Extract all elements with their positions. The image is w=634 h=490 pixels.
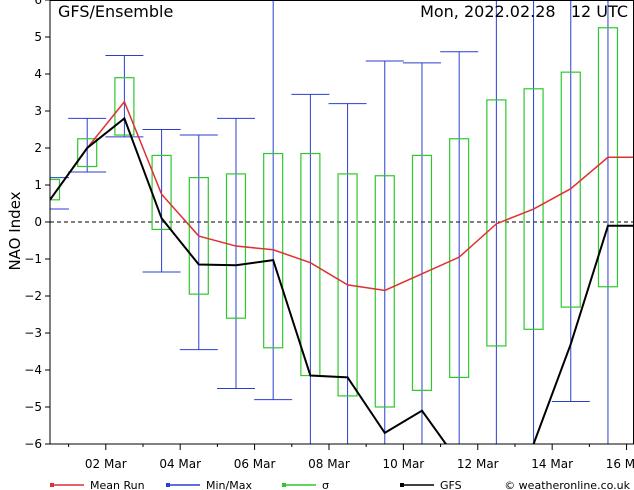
y-axis-label: NAO Index [6,191,24,270]
x-tick-label-14: 14 Mar [531,457,573,471]
x-tick-label-10: 10 Mar [383,457,425,471]
sigma-box-9 [374,175,395,408]
x-tick-label-8: 08 Mar [308,457,350,471]
x-tick-label-4: 04 Mar [159,457,201,471]
legend-gfs-cap [400,483,404,487]
y-tick-label--3: −3 [24,326,42,340]
sigma-box-12 [486,99,507,347]
legend-sigma-label: σ [322,479,329,490]
y-tick-label--5: −5 [24,400,42,414]
sigma-box-10 [411,154,433,391]
y-tick-label-2: 2 [34,141,42,155]
y-tick-label-1: 1 [34,178,42,192]
legend-minmax-cap [166,483,170,487]
y-tick-label--4: −4 [24,363,42,377]
sigma-box-11 [449,138,470,378]
mean-run-line [50,100,634,292]
x-tick-label-12: 12 Mar [457,457,499,471]
sigma-box-2 [114,77,135,136]
legend-mean-cap [50,483,54,487]
legend-sigma-cap [282,483,286,487]
y-tick-label-4: 4 [34,67,42,81]
x-tick-label-16: 16 Mar [606,457,634,471]
sigma-box-4 [188,177,209,295]
run-datetime: Mon, 2022.02.28 12 UTC [420,2,628,21]
sigma-box-6 [263,152,284,349]
gfs-line [50,116,634,444]
y-tick-label--2: −2 [24,289,42,303]
x-tick-label-6: 06 Mar [234,457,276,471]
sigma-box-8 [337,173,358,397]
sigma-box-0 [50,178,61,201]
sigma-box-5 [225,173,247,319]
legend-mean-label: Mean Run [90,479,145,490]
sigma-box-1 [77,138,98,168]
y-tick-label-0: 0 [34,215,42,229]
legend-minmax-label: Min/Max [206,479,252,490]
legend: Mean Run Min/Max σ GFS © weatheronline.c… [50,479,631,490]
y-tick-label--1: −1 [24,252,42,266]
y-tick-label-5: 5 [34,30,42,44]
y-tick-label--6: −6 [24,437,42,451]
legend-gfs-label: GFS [440,479,462,490]
sigma-box-14 [560,71,581,308]
y-tick-label-6: 6 [34,0,42,7]
sigma-box-13 [523,88,544,330]
y-tick-label-3: 3 [34,104,42,118]
chart-title: GFS/Ensemble [58,2,173,21]
site-credit: © weatheronline.co.uk [504,479,630,490]
x-tick-label-2: 02 Mar [85,457,127,471]
